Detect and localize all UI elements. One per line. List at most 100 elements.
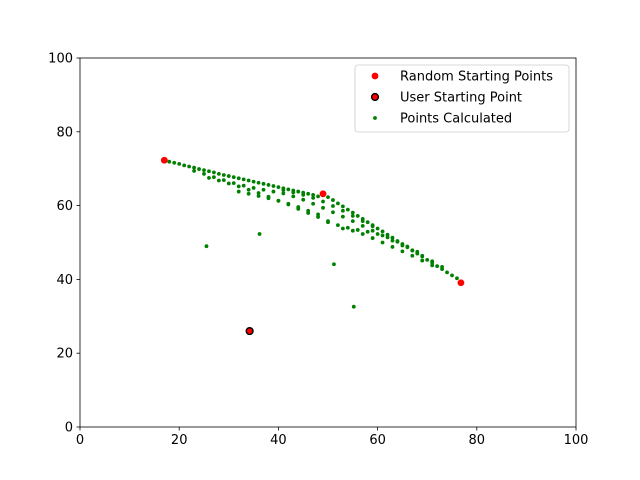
data-point xyxy=(380,229,385,234)
data-point xyxy=(331,198,335,202)
data-point xyxy=(256,191,261,195)
data-point xyxy=(226,174,231,178)
data-point xyxy=(340,214,345,219)
data-point xyxy=(340,204,345,209)
y-tick-label: 80 xyxy=(56,125,73,140)
data-point xyxy=(296,205,301,209)
data-point xyxy=(271,184,276,188)
data-point xyxy=(311,195,316,200)
legend-marker xyxy=(370,92,380,102)
y-tick-label: 60 xyxy=(56,199,73,214)
data-point xyxy=(182,163,187,168)
data-point xyxy=(202,171,206,176)
data-point xyxy=(390,245,395,249)
data-point xyxy=(351,304,356,309)
data-point xyxy=(350,228,355,233)
data-point xyxy=(207,169,211,174)
data-point xyxy=(445,270,449,275)
axes: 0 20 40 60 80 100 0 20 40 60 80 100 xyxy=(48,52,588,449)
data-point xyxy=(266,183,271,187)
data-point xyxy=(266,196,271,201)
data-point xyxy=(390,238,395,243)
data-point xyxy=(365,220,370,225)
data-point xyxy=(450,273,454,278)
data-marks xyxy=(160,156,465,336)
y-tick-label: 0 xyxy=(65,421,73,436)
x-tick-label: 20 xyxy=(171,433,188,448)
series-user-starting-point xyxy=(245,326,254,336)
data-point xyxy=(345,207,350,212)
data-point xyxy=(204,244,209,249)
data-point xyxy=(365,229,370,234)
data-point xyxy=(375,226,380,231)
data-point xyxy=(332,262,336,267)
data-point xyxy=(291,194,296,199)
data-point xyxy=(340,208,345,213)
x-tick-label: 0 xyxy=(76,433,84,448)
data-point xyxy=(256,194,261,198)
y-tick-label: 100 xyxy=(48,52,73,67)
data-point xyxy=(236,189,241,194)
data-point xyxy=(390,235,395,240)
data-point xyxy=(216,178,221,183)
data-point xyxy=(350,219,355,223)
data-point xyxy=(207,176,211,180)
data-point xyxy=(306,208,311,213)
data-point xyxy=(212,170,216,175)
data-point xyxy=(455,276,459,281)
data-point xyxy=(370,228,375,233)
data-point xyxy=(350,210,355,215)
data-point xyxy=(400,243,405,248)
legend-label: Random Starting Points xyxy=(400,70,553,85)
data-point xyxy=(457,279,465,287)
data-point xyxy=(257,232,262,236)
data-point xyxy=(420,258,425,263)
data-point xyxy=(226,181,231,186)
data-point xyxy=(251,185,256,190)
data-point xyxy=(316,212,320,217)
data-point xyxy=(241,177,246,182)
data-point xyxy=(326,220,330,225)
x-tick-label: 100 xyxy=(564,433,589,448)
data-point xyxy=(326,195,330,200)
data-point xyxy=(216,171,221,176)
legend-label: Points Calculated xyxy=(400,112,512,127)
data-point xyxy=(355,214,360,218)
data-point xyxy=(435,264,440,269)
data-point xyxy=(360,223,365,228)
data-point xyxy=(246,187,251,192)
data-point xyxy=(440,264,444,269)
data-point xyxy=(251,179,256,184)
data-point xyxy=(197,167,201,171)
data-point xyxy=(291,190,296,195)
data-point xyxy=(231,181,236,185)
data-point xyxy=(212,175,216,180)
data-point xyxy=(316,194,320,199)
data-point xyxy=(246,191,251,196)
data-point xyxy=(321,199,325,204)
data-point xyxy=(331,210,335,215)
data-point xyxy=(160,156,168,164)
data-point xyxy=(380,233,385,238)
data-point xyxy=(345,225,350,230)
data-point xyxy=(425,257,430,262)
data-point xyxy=(430,259,435,264)
data-point xyxy=(301,192,306,197)
data-point xyxy=(286,201,291,206)
legend-box xyxy=(354,64,570,133)
data-point xyxy=(360,232,365,236)
data-point xyxy=(336,223,340,228)
data-point xyxy=(261,187,266,192)
data-point xyxy=(236,176,241,181)
data-point xyxy=(331,204,335,208)
data-point xyxy=(336,201,340,206)
legend: Random Starting Points User Starting Poin… xyxy=(354,64,570,133)
data-point xyxy=(430,263,435,268)
data-point xyxy=(395,239,400,244)
data-point xyxy=(241,183,246,188)
data-point xyxy=(192,169,196,173)
data-point xyxy=(415,249,420,254)
data-point xyxy=(187,164,192,169)
data-point xyxy=(311,192,316,197)
